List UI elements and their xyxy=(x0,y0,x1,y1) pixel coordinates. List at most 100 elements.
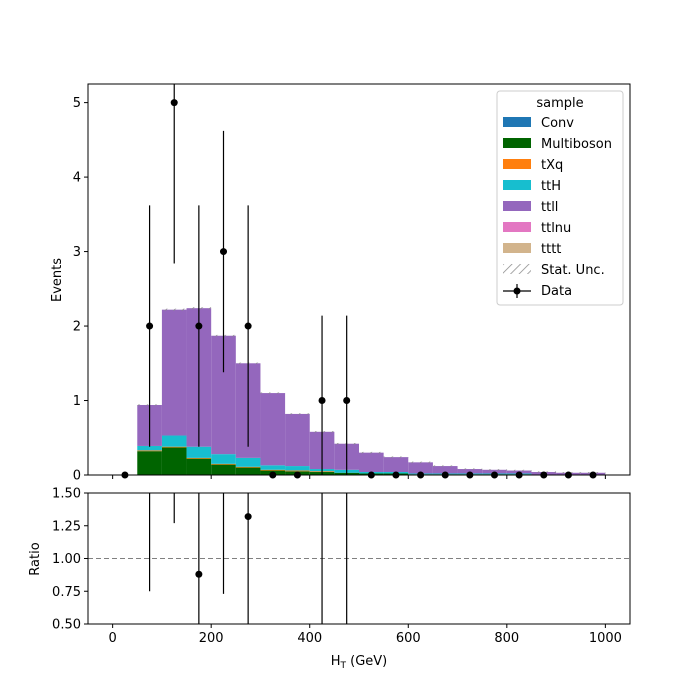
legend-data-marker xyxy=(513,287,521,295)
legend-swatch-tth xyxy=(503,180,531,190)
x-tick-label-0: 0 xyxy=(108,631,116,646)
legend-swatch-tttt xyxy=(503,243,531,253)
legend-title: sample xyxy=(536,96,583,111)
legend-label-txq: tXq xyxy=(541,158,563,173)
legend-label-tth: ttH xyxy=(541,179,561,194)
x-tick-label-1000: 1000 xyxy=(589,631,622,646)
legend-entry-ttll: ttll xyxy=(503,200,558,215)
legend-entry-ttlnu: ttlnu xyxy=(503,221,571,236)
bar-multiboson-bin-2 xyxy=(161,447,187,475)
bar-tth-bin-4 xyxy=(211,454,236,464)
top-y-tick-label-1: 1 xyxy=(73,394,81,409)
bar-multiboson-bin-5 xyxy=(235,467,261,475)
stat-unc-bin-2 xyxy=(161,308,187,311)
ratio-y-tick-label-3: 1.25 xyxy=(52,519,81,534)
legend-entry-tttt: tttt xyxy=(503,242,561,257)
ratio-y-tick-label-4: 1.50 xyxy=(52,487,81,502)
legend-label-conv: Conv xyxy=(541,116,574,131)
legend-label-stat-unc: Stat. Unc. xyxy=(541,263,605,278)
bar-ttll-bin-14 xyxy=(457,469,483,474)
legend-label-tttt: tttt xyxy=(541,242,561,257)
stat-unc-bin-6 xyxy=(260,392,286,394)
x-axis-label-unit: (GeV) xyxy=(346,654,387,669)
legend-entry-stat-unc: Stat. Unc. xyxy=(503,263,605,278)
bar-txq-bin-6 xyxy=(260,469,286,471)
legend-label-ttlnu: ttlnu xyxy=(541,221,571,236)
top-y-axis-label: Events xyxy=(50,258,65,302)
top-y-tick-label-5: 5 xyxy=(73,96,81,111)
data-point-2 xyxy=(170,99,178,107)
top-y-tick-label-3: 3 xyxy=(73,245,81,260)
legend-swatch-conv xyxy=(503,117,531,127)
bar-ttll-bin-13 xyxy=(432,466,458,474)
legend-swatch-stat-unc xyxy=(503,264,531,274)
x-tick-label-600: 600 xyxy=(396,631,421,646)
legend-entry-tth: ttH xyxy=(503,179,561,194)
bar-txq-bin-3 xyxy=(186,457,212,459)
top-y-tick-label-0: 0 xyxy=(73,469,81,484)
bar-tth-bin-2 xyxy=(161,435,187,447)
top-y-tick-label-2: 2 xyxy=(73,320,81,335)
bar-txq-bin-5 xyxy=(235,466,261,468)
bar-tth-bin-5 xyxy=(235,457,261,467)
ratio-y-axis-label: Ratio xyxy=(28,542,43,575)
bar-ttll-bin-2 xyxy=(161,309,187,436)
legend-label-data: Data xyxy=(541,284,572,299)
legend-label-multiboson: Multiboson xyxy=(541,137,612,152)
bar-txq-bin-7 xyxy=(285,470,310,472)
bar-txq-bin-1 xyxy=(137,450,162,452)
bar-tth-bin-7 xyxy=(285,466,310,471)
stat-unc-bin-12 xyxy=(408,461,433,464)
ratio-panel: 0.50 0.75 1.00 1.25 1.50 0 200 400 600 800 1000 R… xyxy=(28,487,631,671)
bar-multiboson-bin-3 xyxy=(186,458,212,475)
bar-ttll-bin-12 xyxy=(408,462,433,474)
ratio-point-3 xyxy=(244,513,252,521)
bar-txq-bin-2 xyxy=(161,446,187,448)
bar-ttll-bin-6 xyxy=(260,393,286,466)
stat-unc-bin-7 xyxy=(285,413,310,415)
stat-unc-bin-13 xyxy=(432,465,458,467)
x-axis-label-subscript: T xyxy=(340,661,347,671)
data-point-9 xyxy=(343,397,351,405)
data-point-4 xyxy=(220,248,227,256)
data-point-1 xyxy=(146,322,154,330)
stat-unc-bin-14 xyxy=(457,468,483,470)
legend-label-ttll: ttll xyxy=(541,200,558,215)
x-axis-label: HT (GeV) xyxy=(331,654,388,671)
x-tick-label-400: 400 xyxy=(297,631,322,646)
bar-tth-bin-6 xyxy=(260,465,286,470)
legend-swatch-ttlnu xyxy=(503,222,531,232)
x-tick-label-800: 800 xyxy=(494,631,519,646)
legend-swatch-multiboson xyxy=(503,138,531,148)
top-x-axis-ticks xyxy=(112,475,606,479)
legend-entry-data: Data xyxy=(503,284,572,299)
legend-entry-txq: tXq xyxy=(503,158,563,173)
stat-unc-bin-15 xyxy=(482,469,507,471)
stat-unc-bin-16 xyxy=(506,469,532,472)
bar-tth-bin-3 xyxy=(186,446,212,458)
bar-ttll-bin-11 xyxy=(383,457,409,473)
stacked-bars xyxy=(137,307,606,475)
top-panel: 0 1 2 3 4 5 Events xyxy=(50,83,631,484)
top-y-tick-label-4: 4 xyxy=(73,171,81,186)
bar-txq-bin-4 xyxy=(211,463,236,465)
data-point-8 xyxy=(318,397,326,405)
stat-unc-bin-11 xyxy=(383,456,409,458)
bar-tth-bin-1 xyxy=(137,445,162,451)
top-y-axis: 0 1 2 3 4 5 xyxy=(73,96,88,484)
legend-entry-multiboson: Multiboson xyxy=(503,137,612,152)
bar-ttll-bin-10 xyxy=(359,452,384,473)
ratio-point-1 xyxy=(195,570,203,578)
x-axis-label-main: H xyxy=(331,654,341,669)
legend-entries: Conv Multiboson tXq ttH ttll ttlnu tttt xyxy=(503,116,612,257)
stat-unc-bin-10 xyxy=(359,451,384,454)
legend-entry-conv: Conv xyxy=(503,116,574,131)
data-point-3 xyxy=(195,322,203,330)
bar-multiboson-bin-1 xyxy=(137,451,162,475)
legend-swatch-ttll xyxy=(503,201,531,211)
data-point-5 xyxy=(244,322,252,330)
top-panel-frame xyxy=(87,83,631,476)
legend: sample Conv Multiboson tXq ttH ttll ttlnu tttt… xyxy=(496,90,624,306)
x-axis: 0 200 400 600 800 1000 xyxy=(108,624,622,646)
